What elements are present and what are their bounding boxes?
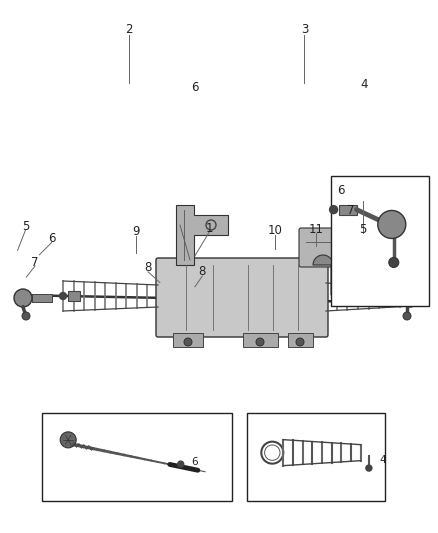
Circle shape: [378, 211, 406, 238]
Circle shape: [329, 206, 338, 214]
Bar: [331, 176, 429, 306]
Text: 5: 5: [359, 223, 366, 236]
Text: 11: 11: [309, 223, 324, 236]
Circle shape: [401, 289, 419, 307]
Circle shape: [14, 289, 32, 307]
Text: 6: 6: [48, 232, 56, 245]
Bar: [247, 413, 385, 501]
Text: 5: 5: [22, 220, 29, 233]
FancyBboxPatch shape: [156, 258, 328, 337]
Text: 7: 7: [31, 256, 39, 269]
Text: 6: 6: [191, 82, 199, 94]
Text: 4: 4: [360, 78, 368, 91]
Bar: [42, 413, 232, 501]
FancyBboxPatch shape: [299, 228, 348, 267]
Text: 3: 3: [301, 23, 308, 36]
Circle shape: [22, 312, 30, 320]
Polygon shape: [331, 235, 386, 295]
Text: 8: 8: [199, 265, 206, 278]
Bar: [288, 333, 313, 347]
Text: 9: 9: [132, 225, 140, 238]
Circle shape: [60, 293, 67, 300]
Circle shape: [403, 312, 411, 320]
Text: 6: 6: [191, 457, 198, 467]
Polygon shape: [176, 205, 228, 265]
Bar: [68, 291, 80, 301]
Text: 2: 2: [125, 23, 133, 36]
Circle shape: [296, 338, 304, 346]
Circle shape: [256, 338, 264, 346]
Text: 8: 8: [145, 261, 152, 274]
Bar: [243, 333, 278, 347]
Circle shape: [389, 257, 399, 268]
Circle shape: [178, 461, 184, 467]
Wedge shape: [313, 255, 333, 265]
Circle shape: [366, 465, 372, 471]
Text: 7: 7: [346, 204, 354, 217]
Circle shape: [184, 338, 192, 346]
Circle shape: [60, 432, 76, 448]
Text: 4: 4: [380, 455, 386, 465]
Bar: [173, 333, 203, 347]
Bar: [339, 205, 357, 215]
Text: 6: 6: [337, 184, 345, 197]
Bar: [32, 294, 52, 302]
Text: 1: 1: [205, 222, 213, 235]
Text: 10: 10: [268, 224, 283, 237]
